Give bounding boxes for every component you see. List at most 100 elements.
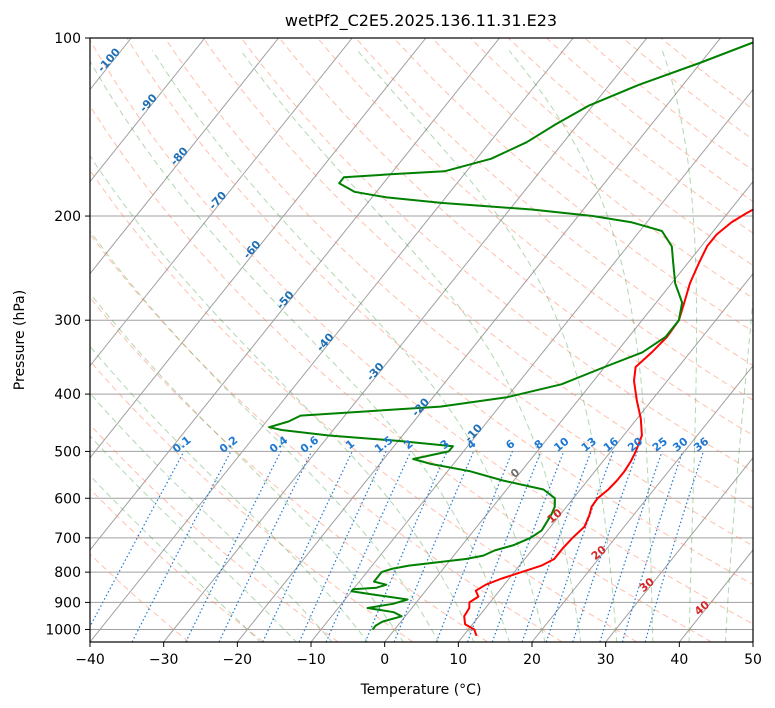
x-axis-label: Temperature (°C) bbox=[360, 682, 482, 698]
moist-adiabat-line bbox=[240, 50, 582, 642]
chart-title: wetPf2_C2E5.2025.136.11.31.E23 bbox=[285, 11, 557, 31]
isotherm-gridline bbox=[90, 38, 206, 183]
dewpoint-profile-line bbox=[268, 41, 753, 631]
isotherm-gridline bbox=[90, 38, 427, 459]
isotherm-gridline bbox=[384, 180, 753, 642]
isotherm-value-label: -100 bbox=[95, 45, 123, 74]
moist-adiabat-line bbox=[90, 474, 261, 642]
mixing-ratio-label: 6 bbox=[503, 437, 517, 452]
isotherm-gridline bbox=[0, 38, 58, 642]
y-tick-label: 400 bbox=[54, 387, 81, 403]
isotherm-value-label: -30 bbox=[364, 360, 387, 384]
mixing-ratio-line bbox=[90, 451, 185, 628]
moist-adiabat-line bbox=[725, 294, 753, 642]
dry-adiabat-line bbox=[393, 38, 753, 333]
isotherm-value-label: -20 bbox=[409, 395, 432, 419]
mixing-ratio-label: 2 bbox=[402, 437, 416, 452]
moist-adiabat-label: 20 bbox=[589, 543, 609, 563]
mixing-ratio-label: 8 bbox=[532, 437, 546, 452]
moist-adiabat-label: 30 bbox=[637, 575, 657, 595]
y-tick-label: 500 bbox=[54, 444, 81, 460]
mixing-ratio-line bbox=[298, 451, 387, 642]
isotherm-gridline bbox=[90, 38, 500, 551]
moist-adiabat-line bbox=[90, 435, 297, 642]
plot-frame bbox=[89, 37, 754, 643]
y-tick-label: 300 bbox=[54, 313, 81, 329]
temperature-profile-line bbox=[463, 208, 753, 637]
dry-adiabat-line bbox=[90, 296, 488, 642]
moist-adiabat-line bbox=[90, 392, 333, 642]
dry-adiabat-line bbox=[279, 38, 753, 436]
x-tick-label: −30 bbox=[149, 652, 179, 668]
mixing-ratio-line bbox=[491, 451, 565, 642]
moist-adiabat-line bbox=[90, 60, 510, 642]
isotherm-value-label: -60 bbox=[241, 238, 264, 262]
mixing-ratio-line bbox=[621, 451, 684, 642]
mixing-ratio-line bbox=[325, 451, 412, 642]
mixing-ratio-label: 0.6 bbox=[298, 433, 322, 455]
moist-adiabat-line bbox=[357, 50, 618, 642]
moist-adiabat-label: 0 bbox=[508, 466, 522, 481]
mixing-ratio-line bbox=[572, 451, 638, 642]
mixing-ratio-label: 0.4 bbox=[267, 433, 291, 455]
dry-adiabat-line bbox=[431, 38, 753, 299]
dry-adiabat-line bbox=[90, 39, 753, 625]
moist-adiabat-line bbox=[90, 345, 369, 642]
moist-adiabat-line bbox=[90, 155, 475, 642]
mixing-ratio-label: 1.5 bbox=[372, 434, 395, 456]
y-tick-label: 600 bbox=[54, 491, 81, 507]
isotherm-value-label: -80 bbox=[168, 144, 191, 168]
dry-adiabat-line bbox=[469, 38, 753, 267]
x-tick-label: 10 bbox=[449, 652, 467, 668]
isotherm-gridline bbox=[678, 549, 753, 642]
isotherm-gridline bbox=[90, 38, 279, 275]
isotherm-gridline bbox=[90, 38, 574, 642]
isotherm-value-label: -40 bbox=[314, 330, 337, 354]
mixing-ratio-line bbox=[393, 451, 475, 642]
mixing-ratio-label: 0.1 bbox=[170, 434, 193, 456]
x-tick-label: −10 bbox=[296, 652, 326, 668]
isotherm-value-label: -50 bbox=[274, 288, 297, 312]
mixing-ratio-line bbox=[644, 451, 704, 642]
moist-adiabat-line bbox=[90, 230, 440, 642]
y-tick-label: 100 bbox=[54, 31, 81, 47]
moist-adiabat-label: 40 bbox=[692, 598, 712, 618]
moist-adiabat-line bbox=[661, 50, 698, 642]
mixing-ratio-line bbox=[521, 451, 592, 642]
x-tick-label: 0 bbox=[380, 652, 389, 668]
dry-adiabat-line bbox=[90, 233, 563, 642]
y-tick-label: 1000 bbox=[45, 622, 81, 638]
y-tick-label: 800 bbox=[54, 565, 81, 581]
dry-adiabat-line bbox=[90, 553, 190, 642]
isotherm-gridline bbox=[457, 272, 753, 642]
mixing-ratio-line bbox=[185, 451, 282, 642]
x-tick-label: 30 bbox=[597, 652, 615, 668]
mixing-ratio-line bbox=[599, 451, 663, 642]
mixing-ratio-line bbox=[262, 451, 353, 642]
mixing-ratio-line bbox=[545, 451, 614, 642]
moist-adiabat-label: 10 bbox=[545, 506, 565, 526]
isotherm-gridline bbox=[605, 457, 753, 642]
x-tick-label: −20 bbox=[223, 652, 253, 668]
y-axis-label: Pressure (hPa) bbox=[12, 290, 28, 390]
x-tick-label: 50 bbox=[744, 652, 762, 668]
dry-adiabat-line bbox=[240, 38, 753, 473]
dry-adiabat-line bbox=[90, 423, 339, 642]
moist-adiabat-line bbox=[152, 50, 546, 642]
isotherm-gridline bbox=[531, 364, 753, 642]
isotherm-gridline bbox=[163, 38, 648, 642]
mixing-ratio-line bbox=[364, 451, 448, 642]
dry-adiabat-line bbox=[202, 38, 753, 509]
y-tick-label: 200 bbox=[54, 209, 81, 225]
y-tick-label: 900 bbox=[54, 595, 81, 611]
isotherm-gridline bbox=[236, 38, 721, 642]
dry-adiabat-line bbox=[164, 38, 753, 547]
isotherm-value-label: -90 bbox=[137, 91, 160, 115]
dry-adiabat-line bbox=[508, 38, 753, 234]
isotherm-gridline bbox=[310, 88, 753, 642]
isotherm-gridline bbox=[752, 641, 753, 642]
dry-adiabat-line bbox=[317, 38, 753, 401]
x-tick-label: 40 bbox=[670, 652, 688, 668]
y-tick-label: 700 bbox=[54, 531, 81, 547]
